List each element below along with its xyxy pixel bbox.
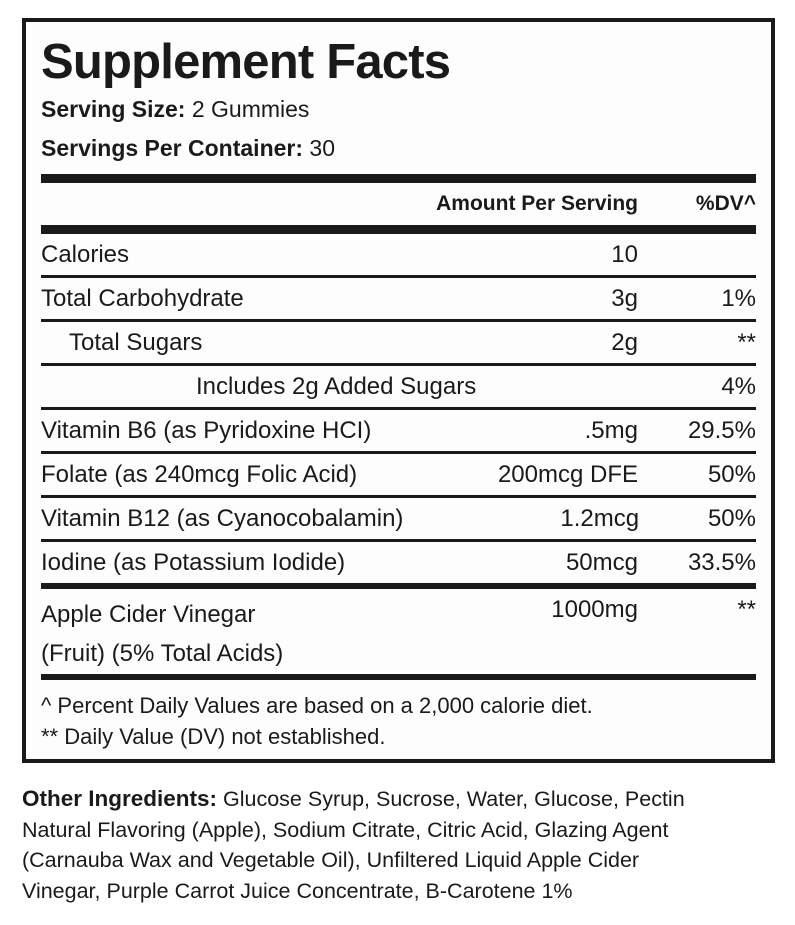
- servings-per-container-value: 30: [309, 134, 336, 161]
- row-divider: [41, 407, 756, 411]
- table-row: Total Sugars 2g **: [41, 322, 756, 363]
- nutrient-amount: [476, 387, 670, 394]
- row-divider: [41, 451, 756, 455]
- table-row-apple-cider-vinegar: Apple Cider Vinegar (Fruit) (5% Total Ac…: [41, 589, 756, 674]
- table-row: Folate (as 240mcg Folic Acid) 200mcg DFE…: [41, 454, 756, 495]
- other-ingredients-text-2: Natural Flavoring (Apple), Sodium Citrat…: [22, 817, 669, 842]
- supplement-facts-panel: Supplement Facts Serving Size: 2 Gummies…: [22, 18, 775, 763]
- row-divider: [41, 363, 756, 367]
- divider-below-column-headers: [41, 225, 756, 235]
- nutrient-name-line2: (Fruit) (5% Total Acids): [41, 640, 284, 668]
- nutrient-name: Total Carbohydrate: [41, 285, 244, 313]
- row-divider: [41, 539, 756, 543]
- nutrient-amount: 50mcg: [565, 549, 638, 577]
- nutrient-amount: 200mcg DFE: [497, 461, 638, 489]
- nutrient-name: Folate (as 240mcg Folic Acid): [41, 461, 358, 489]
- nutrient-name: Includes 2g Added Sugars: [196, 373, 477, 401]
- nutrient-name: Apple Cider Vinegar (Fruit) (5% Total Ac…: [41, 589, 400, 674]
- nutrient-name: Total Sugars: [69, 329, 203, 357]
- nutrient-dv: 50%: [707, 505, 756, 533]
- row-divider-emphasis: [41, 583, 756, 590]
- amount-per-serving-header: Amount Per Serving: [436, 192, 638, 216]
- serving-size-label: Serving Size:: [41, 96, 186, 122]
- nutrient-dv: [646, 255, 756, 262]
- nutrient-amount: 1.2mcg: [560, 505, 640, 533]
- column-header-row: Amount Per Serving %DV^: [41, 183, 756, 225]
- other-ingredients-label: Other Ingredients:: [22, 786, 218, 811]
- nutrient-dv: **: [737, 596, 756, 624]
- row-divider: [41, 495, 756, 499]
- nutrient-amount: 10: [611, 241, 638, 269]
- nutrient-name: Iodine (as Potassium Iodide): [41, 549, 346, 577]
- nutrient-name: Calories: [41, 241, 130, 269]
- nutrient-name: Vitamin B12 (as Cyanocobalamin): [41, 505, 404, 533]
- row-divider: [41, 319, 756, 323]
- percent-dv-header: %DV^: [695, 192, 756, 216]
- other-ingredients-text-3: (Carnauba Wax and Vegetable Oil), Unfilt…: [22, 848, 640, 873]
- table-row: Calories 10: [41, 234, 756, 275]
- divider-above-footnotes: [41, 674, 756, 681]
- servings-per-container-label: Servings Per Container:: [41, 134, 304, 161]
- serving-size-line: Serving Size: 2 Gummies: [41, 94, 756, 126]
- table-row: Vitamin B6 (as Pyridoxine HCI) .5mg 29.5…: [41, 410, 756, 451]
- footnotes: ^ Percent Daily Values are based on a 2,…: [41, 680, 756, 752]
- nutrient-dv: 1%: [721, 285, 756, 313]
- table-row: Total Carbohydrate 3g 1%: [41, 278, 756, 319]
- nutrient-dv: **: [737, 329, 756, 357]
- table-row: Iodine (as Potassium Iodide) 50mcg 33.5%: [41, 542, 756, 583]
- footnote-dv-not-established: ** Daily Value (DV) not established.: [41, 724, 386, 750]
- footnote-percent-daily-value: ^ Percent Daily Values are based on a 2,…: [41, 693, 593, 719]
- nutrient-dv: 33.5%: [687, 549, 756, 577]
- nutrient-amount: .5mg: [584, 417, 638, 445]
- nutrient-dv: 29.5%: [687, 417, 756, 445]
- page-title: Supplement Facts: [41, 35, 451, 89]
- divider-below-serving-info: [41, 174, 756, 184]
- other-ingredients-block: Other Ingredients: Glucose Syrup, Sucros…: [22, 783, 782, 906]
- row-divider: [41, 275, 756, 279]
- other-ingredients-text-4: Vinegar, Purple Carrot Juice Concentrate…: [22, 878, 573, 903]
- nutrient-name: Vitamin B6 (as Pyridoxine HCI): [41, 417, 372, 445]
- table-row: Includes 2g Added Sugars 4%: [41, 366, 756, 407]
- nutrient-amount: 3g: [611, 285, 638, 313]
- nutrient-dv: 4%: [721, 373, 756, 401]
- nutrient-amount: 2g: [611, 329, 638, 357]
- nutrient-name-line1: Apple Cider Vinegar: [41, 601, 256, 629]
- other-ingredients-text-1: Glucose Syrup, Sucrose, Water, Glucose, …: [223, 787, 685, 811]
- servings-per-container-line: Servings Per Container: 30: [41, 133, 756, 165]
- other-ingredients-line-1: Other Ingredients: Glucose Syrup, Sucros…: [22, 783, 782, 815]
- table-row: Vitamin B12 (as Cyanocobalamin) 1.2mcg 5…: [41, 498, 756, 539]
- nutrient-amount: 1000mg: [551, 596, 638, 624]
- nutrient-dv: 50%: [707, 461, 756, 489]
- serving-size-value: 2 Gummies: [191, 96, 310, 122]
